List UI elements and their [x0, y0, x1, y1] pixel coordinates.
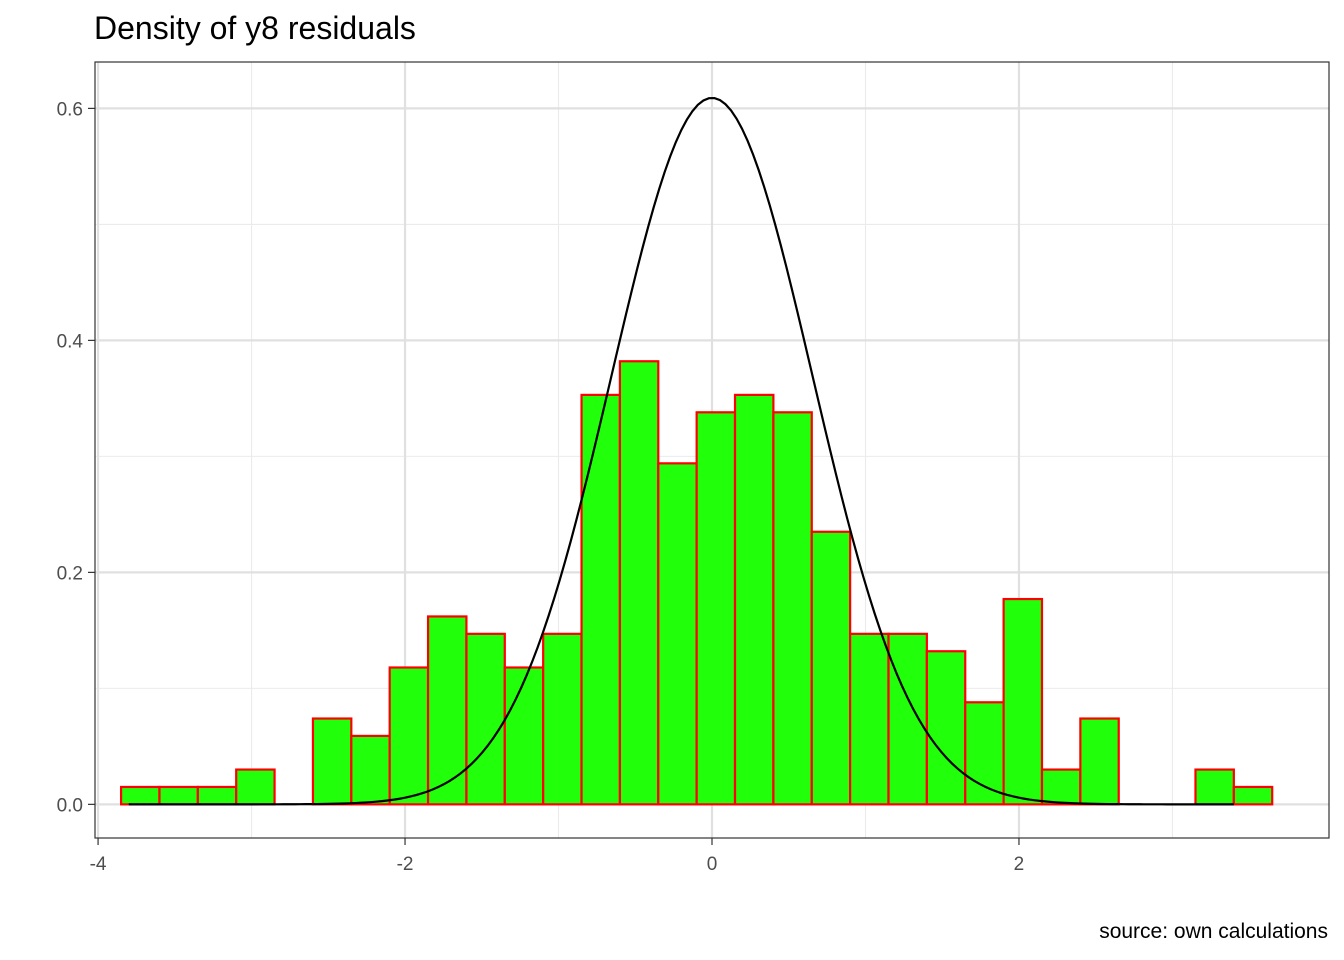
x-axis: -4 -2 0 2: [90, 838, 1025, 875]
x-tick-label: 0: [707, 854, 718, 875]
histogram-bar: [542, 632, 583, 806]
histogram-bar: [503, 666, 545, 806]
chart-caption: source: own calculations: [1099, 920, 1328, 943]
y-tick-label: 0.2: [57, 563, 83, 584]
histogram-bar: [849, 632, 890, 806]
histogram-bar: [1002, 597, 1044, 806]
histogram-bar: [196, 785, 238, 806]
histogram-bar: [887, 632, 928, 806]
x-tick-label: -4: [90, 854, 107, 875]
histogram-bars: [119, 360, 1274, 806]
histogram-bar: [772, 411, 813, 806]
histogram-bar: [158, 785, 199, 806]
chart-title: Density of y8 residuals: [94, 10, 416, 46]
y-axis: 0.0 0.2 0.4 0.6: [57, 99, 95, 816]
histogram-bar: [235, 768, 276, 806]
histogram-bar: [388, 666, 430, 806]
histogram-bar: [119, 785, 161, 806]
histogram-bar: [1194, 768, 1235, 806]
histogram-bar: [618, 360, 660, 806]
histogram-bar: [465, 632, 506, 806]
histogram-bar: [695, 411, 737, 806]
x-tick-label: -2: [397, 854, 414, 875]
histogram-bar: [810, 530, 852, 806]
x-tick-label: 2: [1014, 854, 1025, 875]
histogram-bar: [580, 393, 622, 806]
histogram-bar: [1079, 717, 1120, 806]
normal-density-curve: [128, 96, 1234, 806]
histogram-bar: [311, 717, 353, 806]
y-tick-label: 0.0: [57, 795, 83, 816]
histogram-bar: [925, 650, 967, 806]
histogram-bar: [964, 701, 1005, 806]
histogram-bar: [657, 462, 698, 806]
histogram-bar: [426, 615, 468, 806]
histogram-bar: [1040, 768, 1082, 806]
y-tick-label: 0.6: [57, 99, 83, 120]
y-tick-label: 0.4: [57, 331, 84, 352]
histogram-bar: [733, 393, 775, 806]
histogram-bar: [1232, 785, 1274, 806]
histogram-bar: [350, 734, 391, 806]
